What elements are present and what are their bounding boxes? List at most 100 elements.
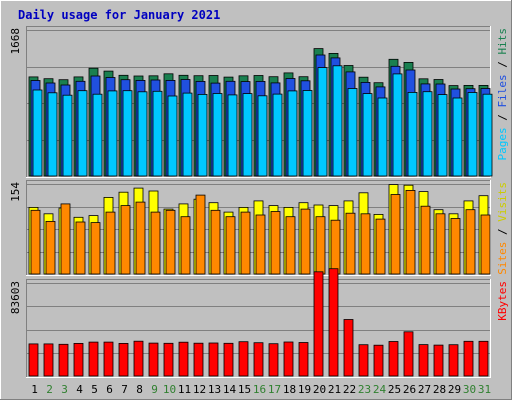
bar-pages-day-13: Pages 13: 942 xyxy=(212,93,223,177)
bar-pages-day-9: Pages 9: 968 xyxy=(152,90,163,177)
x-tick-label: 2 xyxy=(46,383,53,396)
bar-kbytes-day-6: KBytes 6: 30500 xyxy=(103,341,114,377)
legend-label: KBytes xyxy=(496,281,509,321)
bar-sites-day-30: Sites 30: 110 xyxy=(465,209,476,275)
bar-pages-day-6: Pages 6: 972 xyxy=(107,90,118,177)
bar-kbytes-day-21: KBytes 21: 96500 xyxy=(328,268,339,377)
bar-pages-day-26: Pages 26: 955 xyxy=(407,92,418,177)
x-tick-label: 13 xyxy=(208,383,221,396)
x-tick-label: 20 xyxy=(313,383,326,396)
bar-sites-day-4: Sites 4: 89 xyxy=(75,221,86,275)
bar-pages-day-7: Pages 7: 974 xyxy=(122,90,133,177)
bar-pages-day-17: Pages 17: 936 xyxy=(272,93,283,177)
bar-kbytes-day-14: KBytes 14: 29400 xyxy=(223,342,234,377)
bar-pages-day-3: Pages 3: 923 xyxy=(62,94,73,177)
bar-pages-day-14: Pages 14: 927 xyxy=(227,94,238,177)
x-axis-labels: 1 2 3 4 5 6 7 8 9 10 11 12 13 14 15 16 17 18 19 20 21 22 23 24 2… xyxy=(31,383,491,396)
x-tick-label: 11 xyxy=(178,383,191,396)
bar-kbytes-day-17: KBytes 17: 29000 xyxy=(268,343,279,377)
bar-sites-day-21: Sites 21: 92 xyxy=(330,219,341,275)
x-tick-label: 25 xyxy=(388,383,401,396)
x-tick-label: 15 xyxy=(238,383,251,396)
bar-kbytes-day-22: KBytes 22: 50800 xyxy=(343,319,354,377)
bar-kbytes-day-20: KBytes 20: 93700 xyxy=(313,271,324,377)
bar-pages-day-10: Pages 10: 914 xyxy=(167,95,178,177)
bar-pages-day-15: Pages 15: 941 xyxy=(242,93,253,177)
bar-sites-day-10: Sites 10: 109 xyxy=(165,209,176,275)
legend-entry: Pages xyxy=(496,127,509,160)
legend-entry: Visits xyxy=(496,182,509,222)
bar-sites-day-11: Sites 11: 98 xyxy=(180,216,191,275)
bar-pages-day-27: Pages 27: 963 xyxy=(422,91,433,177)
x-tick-label: 18 xyxy=(283,383,296,396)
x-tick-label: 21 xyxy=(328,383,341,396)
x-tick-label: 17 xyxy=(268,383,281,396)
bar-kbytes-day-27: KBytes 27: 28200 xyxy=(418,344,429,377)
bar-pages-day-20: Pages 20: 1239 xyxy=(317,67,328,177)
bar-kbytes-day-5: KBytes 5: 30500 xyxy=(88,341,99,377)
x-tick-label: 9 xyxy=(151,383,158,396)
bar-kbytes-day-4: KBytes 4: 29300 xyxy=(73,342,84,377)
bar-pages-day-12: Pages 12: 932 xyxy=(197,94,208,177)
bar-sites-day-15: Sites 15: 106 xyxy=(240,211,251,275)
bar-pages-day-8: Pages 8: 962 xyxy=(137,91,148,177)
bar-sites-day-16: Sites 16: 101 xyxy=(255,214,266,275)
legend-entry: Files xyxy=(496,74,509,107)
bar-sites-day-9: Sites 9: 106 xyxy=(150,211,161,275)
bar-kbytes-day-28: KBytes 28: 27800 xyxy=(433,344,444,377)
x-tick-label: 8 xyxy=(136,383,143,396)
bar-sites-day-26: Sites 26: 143 xyxy=(405,189,416,275)
legend-entry: Hits xyxy=(496,28,509,55)
y-max-label: 83603 xyxy=(9,281,22,314)
bar-sites-day-5: Sites 5: 88 xyxy=(90,222,101,275)
x-tick-label: 29 xyxy=(448,383,461,396)
bar-pages-day-2: Pages 2: 951 xyxy=(47,92,58,177)
x-tick-label: 31 xyxy=(478,383,491,396)
bar-pages-day-23: Pages 23: 941 xyxy=(362,93,373,177)
x-tick-label: 3 xyxy=(61,383,68,396)
bar-sites-day-3: Sites 3: 120 xyxy=(60,203,71,275)
bar-kbytes-day-13: KBytes 13: 29700 xyxy=(208,342,219,377)
bar-pages-day-11: Pages 11: 947 xyxy=(182,92,193,177)
bar-sites-day-18: Sites 18: 98 xyxy=(285,216,296,275)
bar-pages-day-24: Pages 24: 891 xyxy=(377,97,388,177)
x-tick-label: 1 xyxy=(31,383,38,396)
x-tick-label: 27 xyxy=(418,383,431,396)
bar-pages-day-30: Pages 30: 954 xyxy=(467,92,478,177)
bar-pages-day-1: Pages 1: 983 xyxy=(32,89,43,177)
x-tick-label: 23 xyxy=(358,383,371,396)
bar-kbytes-day-7: KBytes 7: 29300 xyxy=(118,342,129,377)
bar-sites-day-28: Sites 28: 103 xyxy=(435,213,446,275)
x-tick-label: 28 xyxy=(433,383,446,396)
bar-kbytes-day-18: KBytes 18: 30600 xyxy=(283,341,294,377)
bar-sites-day-12: Sites 12: 135 xyxy=(195,194,206,275)
bar-pages-day-16: Pages 16: 916 xyxy=(257,95,268,177)
bar-pages-day-31: Pages 31: 934 xyxy=(482,93,493,177)
x-tick-label: 30 xyxy=(463,383,476,396)
bar-sites-day-17: Sites 17: 107 xyxy=(270,211,281,275)
bar-sites-day-8: Sites 8: 123 xyxy=(135,201,146,275)
bar-pages-day-5: Pages 5: 934 xyxy=(92,93,103,177)
bar-sites-day-13: Sites 13: 109 xyxy=(210,209,221,275)
chart-title: Daily usage for January 2021 xyxy=(18,8,220,22)
y-max-label: 154 xyxy=(9,182,22,202)
bar-kbytes-day-9: KBytes 9: 29600 xyxy=(148,342,159,377)
y-max-label: 1668 xyxy=(9,28,22,55)
bar-sites-day-31: Sites 31: 101 xyxy=(480,214,491,275)
bar-pages-day-19: Pages 19: 977 xyxy=(302,90,313,177)
legend-label: Sites / Visits xyxy=(496,182,509,275)
x-tick-label: 14 xyxy=(223,383,237,396)
bar-kbytes-day-16: KBytes 16: 29900 xyxy=(253,342,264,377)
legend-entry: Sites xyxy=(496,242,509,275)
bar-pages-day-22: Pages 22: 1000 xyxy=(347,88,358,177)
bar-kbytes-day-23: KBytes 23: 28100 xyxy=(358,344,369,377)
bar-kbytes-day-15: KBytes 15: 30800 xyxy=(238,341,249,377)
bar-pages-day-18: Pages 18: 972 xyxy=(287,90,298,177)
bar-pages-day-28: Pages 28: 930 xyxy=(437,94,448,177)
x-tick-label: 7 xyxy=(121,383,128,396)
